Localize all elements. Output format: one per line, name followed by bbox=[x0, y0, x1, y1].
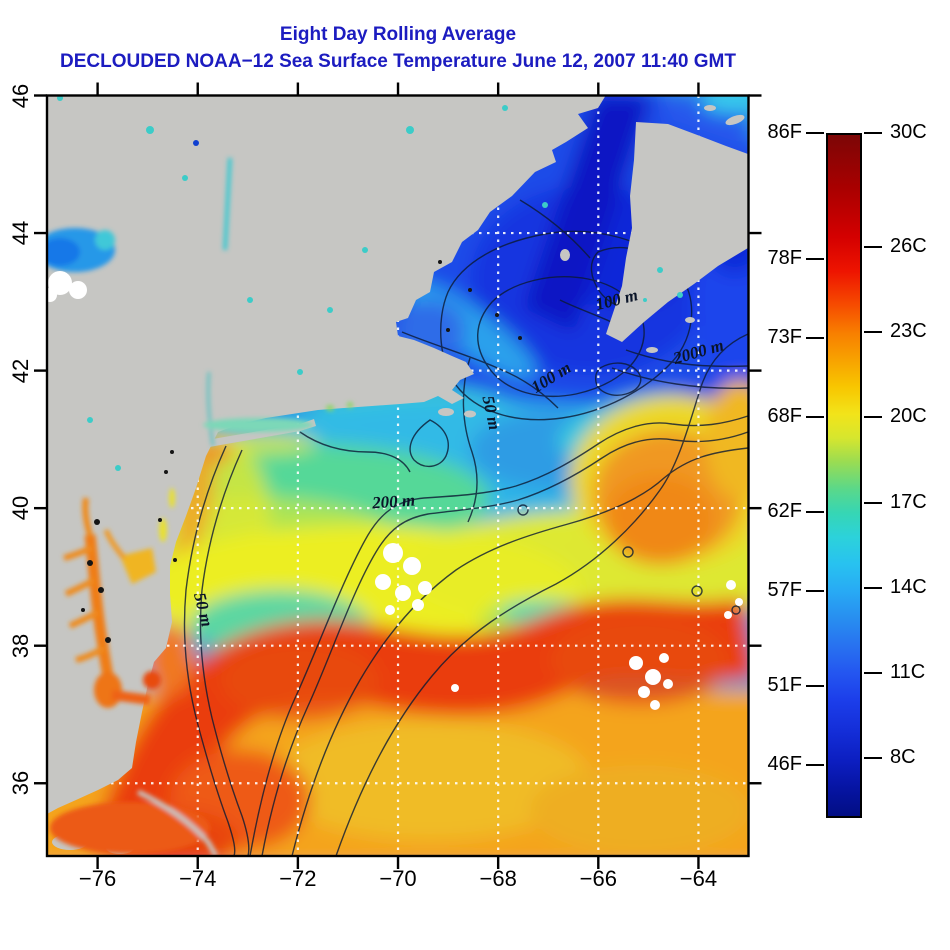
x-axis-tick-label: −74 bbox=[179, 866, 217, 891]
x-axis-tick-label: −76 bbox=[78, 866, 117, 891]
x-axis-tick-label: −70 bbox=[379, 866, 417, 891]
chart-title-line1: Eight Day Rolling Average bbox=[279, 24, 517, 45]
colorbar-label-fahrenheit: 78F bbox=[767, 247, 802, 270]
colorbar-tick-f bbox=[806, 337, 824, 340]
data-specks bbox=[81, 260, 522, 643]
contour-label: 200 m bbox=[371, 491, 416, 513]
lake-speckles bbox=[57, 95, 683, 471]
x-axis-tick-label: −68 bbox=[479, 866, 517, 891]
colorbar-tick-c bbox=[864, 501, 882, 504]
colorbar-label-celsius: 11C bbox=[890, 661, 926, 684]
x-axis-tick-label: −66 bbox=[579, 866, 617, 891]
colorbar-label-fahrenheit: 57F bbox=[767, 579, 802, 602]
colorbar-tick-c bbox=[864, 331, 882, 333]
y-axis-tick-label: 40 bbox=[8, 495, 33, 521]
colorbar-label-celsius: 23C bbox=[890, 320, 927, 342]
colorbar-tick-f bbox=[806, 590, 824, 593]
colorbar-label-celsius: 17C bbox=[890, 490, 927, 513]
colorbar bbox=[826, 133, 862, 818]
colorbar-tick-f bbox=[806, 763, 824, 766]
colorbar-tick-c bbox=[864, 586, 882, 589]
colorbar-label-celsius: 8C bbox=[890, 746, 916, 769]
colorbar-label-celsius: 14C bbox=[890, 575, 927, 598]
colorbar-label-celsius: 26C bbox=[890, 234, 927, 257]
colorbar-label-fahrenheit: 62F bbox=[767, 500, 802, 523]
colorbar-tick-c bbox=[864, 672, 882, 675]
colorbar-tick-f bbox=[806, 416, 824, 419]
colorbar-tick-f bbox=[806, 684, 824, 687]
land-nova-scotia bbox=[606, 122, 748, 342]
colorbar-label-celsius: 20C bbox=[890, 405, 927, 428]
colorbar-label-fahrenheit: 86F bbox=[767, 121, 802, 143]
y-axis-tick-label: 42 bbox=[8, 358, 33, 383]
colorbar-tick-c bbox=[864, 416, 882, 419]
colorbar-tick-f bbox=[806, 258, 824, 261]
colorbar-label-fahrenheit: 68F bbox=[767, 405, 802, 428]
colorbar-tick-c bbox=[864, 757, 882, 760]
x-axis-tick-label: −64 bbox=[679, 866, 718, 891]
y-axis-tick-label: 46 bbox=[8, 83, 33, 108]
chart-title-line2: DECLOUDED NOAA−12 Sea Surface Temperatur… bbox=[60, 51, 736, 72]
land-mainland bbox=[47, 95, 606, 814]
colorbar-tick-c bbox=[864, 245, 882, 248]
x-axis-tick-label: −72 bbox=[279, 866, 317, 891]
colorbar-tick-f bbox=[806, 132, 824, 134]
axis-ticks bbox=[34, 82, 762, 869]
y-axis-tick-label: 38 bbox=[8, 633, 33, 658]
colorbar-label-fahrenheit: 51F bbox=[767, 673, 802, 696]
colorbar-tick-f bbox=[806, 511, 824, 514]
colorbar-label-celsius: 30C bbox=[890, 121, 927, 143]
bathymetry-contours bbox=[183, 199, 749, 856]
clouds bbox=[47, 271, 743, 710]
colorbar-tick-c bbox=[864, 132, 882, 134]
colorbar-label-fahrenheit: 73F bbox=[767, 326, 802, 349]
y-axis-tick-label: 36 bbox=[8, 771, 33, 796]
y-axis-tick-label: 44 bbox=[8, 220, 33, 246]
colorbar-label-fahrenheit: 46F bbox=[767, 752, 802, 775]
